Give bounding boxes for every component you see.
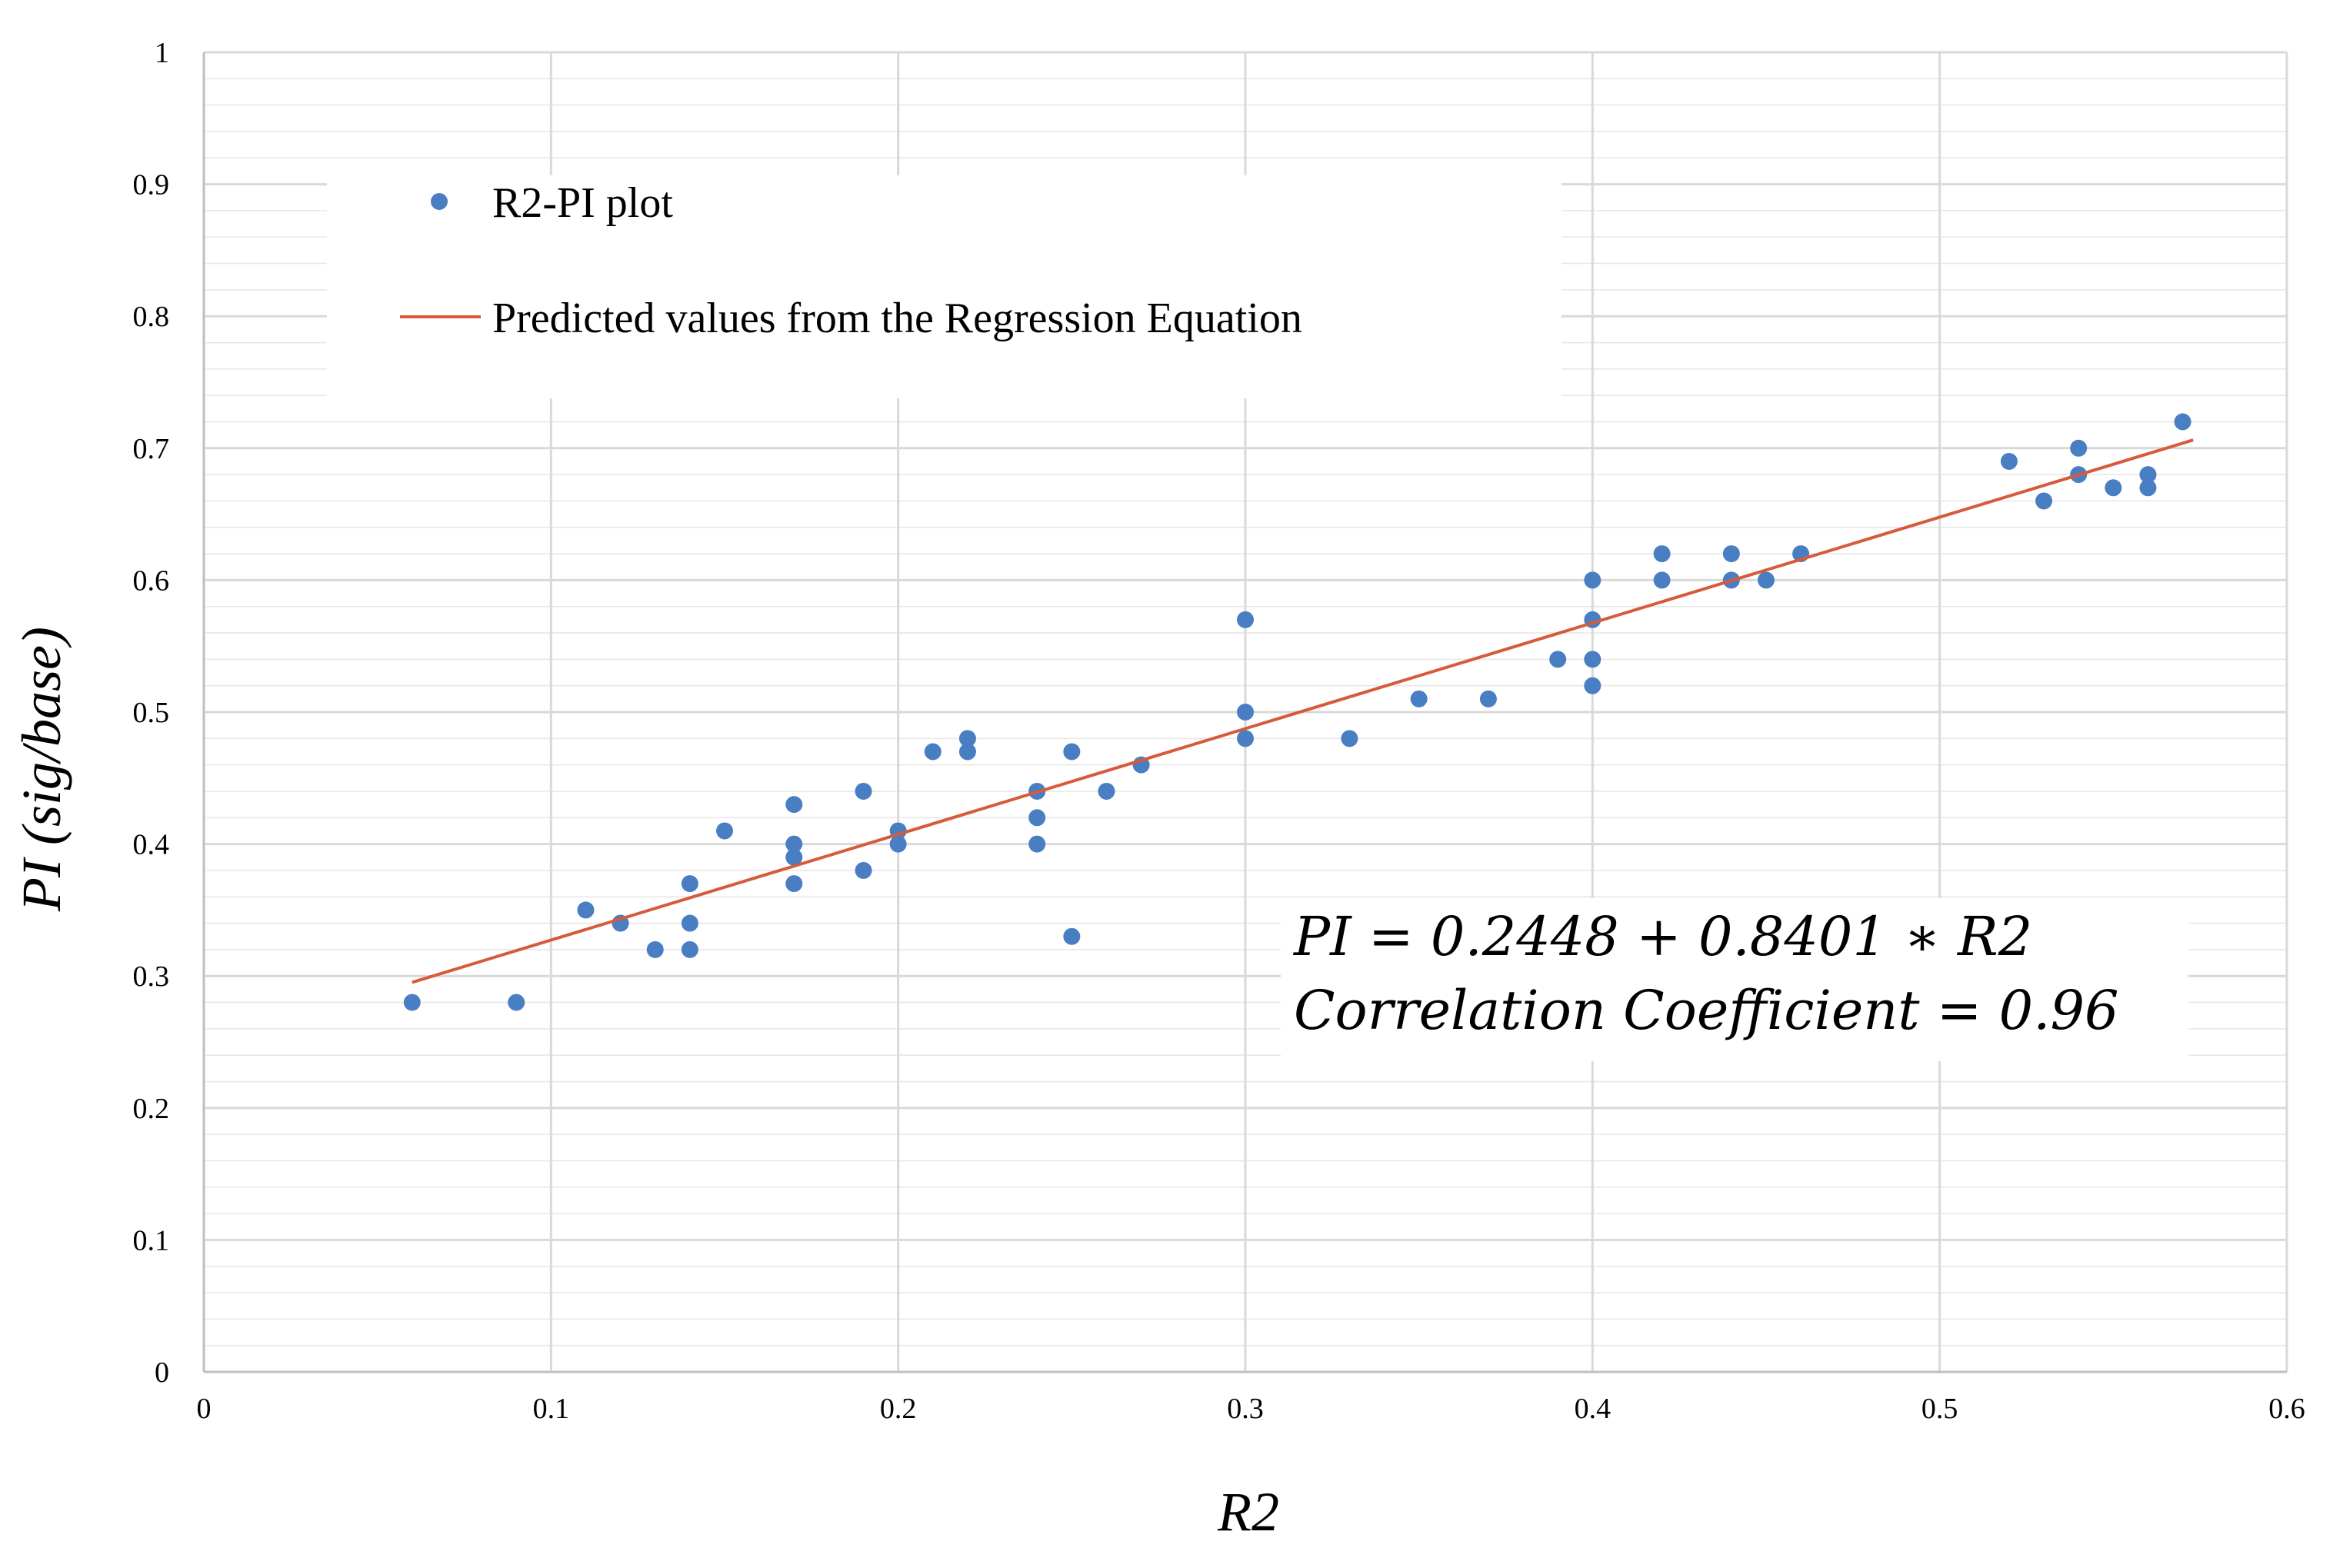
data-point <box>958 743 976 761</box>
data-point <box>2035 492 2053 510</box>
data-point <box>1479 690 1497 707</box>
data-point <box>958 730 976 747</box>
y-tick-labels: 0 0.1 0.2 0.3 0.4 0.5 0.6 0.7 0.8 0.9 1 <box>133 37 170 1389</box>
data-point <box>1584 677 1601 694</box>
data-point <box>855 782 872 800</box>
data-point <box>1237 611 1254 628</box>
y-tick-label: 0.6 <box>133 564 170 597</box>
y-tick-label: 0.8 <box>133 301 170 333</box>
y-axis-title-italic: sig/base <box>11 645 72 827</box>
legend: R2-PI plot Predicted values from the Reg… <box>327 175 1561 398</box>
data-point <box>681 914 698 932</box>
y-tick-label: 0.3 <box>133 960 170 993</box>
data-point <box>1341 730 1358 747</box>
data-point <box>2070 439 2088 457</box>
data-point <box>2139 479 2157 497</box>
data-point <box>1237 704 1254 721</box>
axes <box>202 52 2287 1373</box>
y-tick-label: 0 <box>155 1357 169 1389</box>
scatter-points <box>403 413 2191 1011</box>
data-point <box>889 835 907 853</box>
legend-scatter-marker <box>431 193 448 210</box>
data-point <box>1098 782 1115 800</box>
data-point <box>1653 545 1671 563</box>
y-axis-title-main: PI ( <box>11 824 72 912</box>
data-point <box>855 861 872 879</box>
y-axis-title-close: ) <box>11 627 72 648</box>
regression-equation: PI = 0.2448 + 0.8401 ∗ R2 <box>1292 905 2032 968</box>
y-tick-label: 0.1 <box>133 1224 170 1257</box>
data-point <box>785 875 803 893</box>
data-point <box>1584 571 1601 589</box>
equation-annotation: PI = 0.2448 + 0.8401 ∗ R2 Correlation Co… <box>1281 898 2188 1061</box>
data-point <box>1410 690 1428 707</box>
data-point <box>785 848 803 866</box>
legend-label-line: Predicted values from the Regression Equ… <box>492 295 1302 342</box>
x-tick-label: 0.3 <box>1227 1393 1264 1425</box>
regression-line <box>412 438 2194 984</box>
y-tick-label: 1 <box>155 37 169 69</box>
x-tick-label: 0.4 <box>1575 1393 1611 1425</box>
data-point <box>1028 809 1046 827</box>
x-tick-label: 0.2 <box>880 1393 917 1425</box>
y-tick-label: 0.4 <box>133 829 170 861</box>
data-point <box>1063 743 1081 761</box>
data-point <box>785 835 803 853</box>
data-point <box>2174 413 2191 431</box>
data-point <box>1063 927 1081 945</box>
y-tick-label: 0.7 <box>133 433 170 465</box>
data-point <box>403 994 421 1011</box>
data-point <box>681 875 698 893</box>
x-tick-label: 0.5 <box>1921 1393 1958 1425</box>
data-point <box>785 796 803 814</box>
data-point <box>2105 479 2122 497</box>
data-point <box>646 940 664 958</box>
data-point <box>924 743 942 761</box>
y-axis-title: PI (sig/base) <box>11 627 72 912</box>
x-tick-labels: 0 0.1 0.2 0.3 0.4 0.5 0.6 <box>197 1393 2305 1425</box>
x-tick-label: 0.1 <box>533 1393 570 1425</box>
data-point <box>577 901 595 919</box>
regression-line-group <box>412 438 2194 984</box>
data-point <box>2139 466 2157 484</box>
data-point <box>508 994 525 1011</box>
annotation-background <box>1281 898 2188 1061</box>
data-point <box>1584 651 1601 668</box>
data-point <box>1028 835 1046 853</box>
data-point <box>2000 452 2018 470</box>
y-tick-label: 0.5 <box>133 697 170 729</box>
legend-background <box>327 175 1561 398</box>
data-point <box>1722 545 1740 563</box>
data-point <box>681 940 698 958</box>
data-point <box>1653 571 1671 589</box>
y-tick-label: 0.9 <box>133 169 170 201</box>
data-point <box>1758 571 1775 589</box>
x-axis-title: R2 <box>1217 1481 1279 1543</box>
correlation-coefficient: Correlation Coefficient = 0.96 <box>1294 979 2119 1042</box>
data-point <box>716 822 733 840</box>
data-point <box>1237 730 1254 747</box>
data-point <box>1549 651 1567 668</box>
x-tick-label: 0.6 <box>2268 1393 2305 1425</box>
y-tick-label: 0.2 <box>133 1093 170 1125</box>
x-tick-label: 0 <box>197 1393 212 1425</box>
legend-label-scatter: R2-PI plot <box>492 179 673 227</box>
